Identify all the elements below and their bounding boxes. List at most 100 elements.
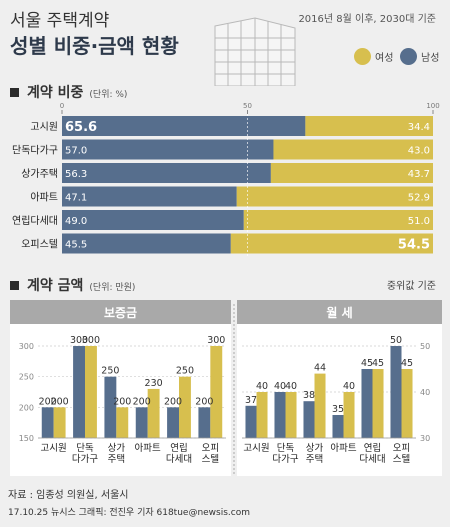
share-bar-female xyxy=(243,210,433,230)
amount-category-label: 고시원 xyxy=(243,443,269,454)
amount-label-male: 250 xyxy=(101,366,119,377)
amount-label-male: 200 xyxy=(39,396,57,407)
legend-male: 남성 xyxy=(400,48,439,65)
share-tick-label: 0 xyxy=(60,102,64,110)
source-text: 자료 : 임종성 의원실, 서울시 xyxy=(8,490,129,501)
legend-male-swatch xyxy=(400,48,417,65)
section-amount-unit: (단위: 만원) xyxy=(89,283,136,293)
amount-category-label: 아파트 xyxy=(135,443,161,454)
share-bar-male xyxy=(62,163,271,183)
legend-female-swatch xyxy=(354,48,371,65)
section-share-unit: (단위: %) xyxy=(89,90,128,100)
section-share-title: 계약 비중 xyxy=(27,85,84,101)
share-tick-label: 100 xyxy=(426,102,439,110)
amount-bar-female xyxy=(116,407,129,438)
amount-bar-male xyxy=(390,346,402,438)
section-bullet xyxy=(10,281,19,290)
amount-bar-male xyxy=(73,346,85,438)
section-share-heading: 계약 비중 (단위: %) xyxy=(10,82,127,102)
amount-bar-female xyxy=(147,388,160,438)
share-bar-female xyxy=(305,116,433,136)
amount-category-label: 오피 스텔 xyxy=(393,443,411,465)
amount-tick-label: 30 xyxy=(420,434,430,443)
amount-label-female: 250 xyxy=(176,366,194,377)
legend-male-label: 남성 xyxy=(421,53,440,64)
share-category-label: 아파트 xyxy=(30,192,58,204)
share-label-female: 43.7 xyxy=(408,169,430,180)
title-line-2: 성별 비중·금액 현황 xyxy=(10,34,179,58)
title-line-1: 서울 주택계약 xyxy=(10,11,110,31)
amount-label-male: 300 xyxy=(70,335,88,346)
share-label-female: 34.4 xyxy=(408,122,430,133)
share-label-male: 45.5 xyxy=(65,240,87,251)
amount-label-female: 44 xyxy=(314,363,326,374)
amount-bar-male xyxy=(332,415,344,438)
amount-bar-female xyxy=(343,392,355,438)
credit-text: 17.10.25 뉴시스 그래픽: 전진우 기자 618tue@newsis.c… xyxy=(8,508,251,518)
share-bar-male xyxy=(62,233,231,254)
amount-label-male: 45 xyxy=(361,358,373,369)
amount-bar-female xyxy=(256,392,268,438)
amount-label-male: 50 xyxy=(390,335,402,346)
amount-bar-male xyxy=(135,407,148,438)
amount-tick-label: 150 xyxy=(19,434,34,443)
share-bar-male xyxy=(62,139,274,160)
amount-bar-female xyxy=(85,346,97,438)
amount-tick-label: 200 xyxy=(19,403,34,412)
amount-label-female: 300 xyxy=(207,335,225,346)
subtitle: 2016년 8월 이후, 2030대 기준 xyxy=(298,14,436,25)
amount-label-female: 45 xyxy=(401,358,413,369)
share-label-male: 65.6 xyxy=(65,120,97,135)
amount-category-label: 연립 다세대 xyxy=(359,442,385,465)
amount-category-label: 상가 주택 xyxy=(108,443,126,465)
amount-tick-label: 50 xyxy=(420,342,430,351)
median-note: 중위값 기준 xyxy=(386,281,436,292)
share-category-label: 오피스텔 xyxy=(21,239,58,251)
share-bar-male xyxy=(62,186,237,207)
section-bullet xyxy=(10,88,19,97)
share-tick-label: 50 xyxy=(243,102,252,110)
amount-label-male: 35 xyxy=(332,404,344,415)
amount-label-male: 40 xyxy=(274,381,286,392)
amount-bar-female xyxy=(372,369,384,438)
amount-category-label: 단독 다가구 xyxy=(72,443,98,465)
share-bar-male xyxy=(62,210,244,230)
amount-category-label: 연립 다세대 xyxy=(166,442,192,465)
share-label-female: 43.0 xyxy=(408,146,430,157)
amount-category-label: 상가 주택 xyxy=(306,443,324,465)
amount-bar-male xyxy=(274,392,286,438)
share-label-female: 51.0 xyxy=(408,216,430,227)
amount-bar-male xyxy=(361,369,373,438)
share-chart: 0 50 100 고시원 65.6 34.4 단독다가구 57.0 43.0 상가주택 56.3 43… xyxy=(12,102,440,257)
legend-female: 여성 xyxy=(354,48,393,65)
share-label-female: 54.5 xyxy=(398,238,430,253)
legend-female-label: 여성 xyxy=(375,53,394,64)
amount-panel-title: 보증금 xyxy=(104,306,137,320)
section-amount-heading: 계약 금액 (단위: 만원) xyxy=(10,275,135,295)
amount-bar-male xyxy=(198,407,211,438)
amount-bar-female xyxy=(401,369,413,438)
amount-bar-female xyxy=(179,376,191,438)
share-label-male: 56.3 xyxy=(65,169,87,180)
amount-tick-label: 40 xyxy=(420,388,430,397)
amount-label-female: 40 xyxy=(285,381,297,392)
amount-bar-female xyxy=(285,392,297,438)
share-category-label: 단독다가구 xyxy=(12,145,58,157)
amount-bar-male xyxy=(41,407,54,438)
amount-bar-female xyxy=(53,407,66,438)
amount-bar-male xyxy=(167,407,179,438)
share-bar-female xyxy=(236,186,433,207)
amount-label-female: 230 xyxy=(145,378,163,389)
share-label-male: 57.0 xyxy=(65,146,87,157)
amount-label-female: 45 xyxy=(372,358,384,369)
amount-bar-male xyxy=(303,401,315,438)
amount-category-label: 오피 스텔 xyxy=(202,443,220,465)
amount-label-male: 38 xyxy=(303,390,315,401)
amount-category-label: 아파트 xyxy=(330,443,356,454)
amount-panel-header xyxy=(237,300,442,324)
amount-tick-label: 300 xyxy=(19,342,34,351)
share-label-female: 52.9 xyxy=(408,193,430,204)
amount-label-female: 300 xyxy=(82,335,100,346)
share-bar-male xyxy=(62,116,306,136)
